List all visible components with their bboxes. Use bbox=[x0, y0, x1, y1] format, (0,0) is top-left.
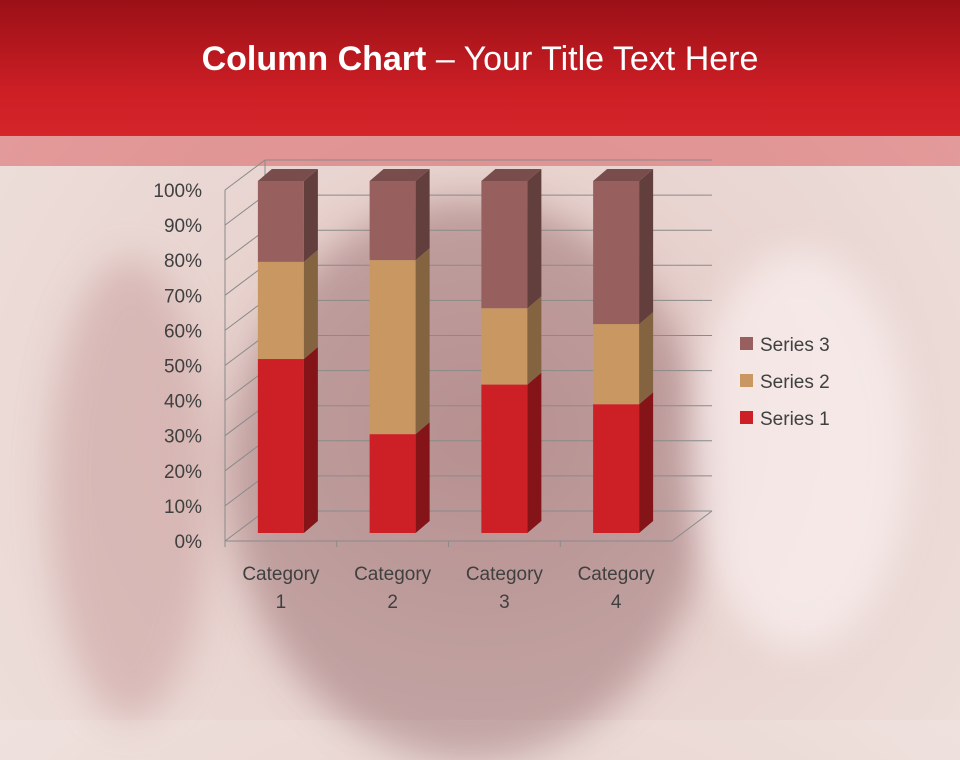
y-tick-label: 70% bbox=[164, 286, 202, 307]
bar-side bbox=[415, 248, 430, 435]
x-tick-label: Category bbox=[466, 564, 544, 585]
bar-series-2 bbox=[257, 261, 304, 360]
background-photo-shape bbox=[50, 260, 210, 720]
x-tick-label: 4 bbox=[611, 592, 622, 613]
bar-side bbox=[303, 347, 318, 533]
bar-series-1 bbox=[481, 384, 528, 533]
title-rest: – Your Title Text Here bbox=[426, 40, 759, 78]
bar-series-3 bbox=[593, 181, 640, 325]
bar-top bbox=[257, 169, 318, 181]
legend-label: Series 3 bbox=[760, 335, 830, 356]
bar-series-2 bbox=[593, 324, 640, 405]
bar-series-2 bbox=[369, 260, 416, 435]
bar-series-1 bbox=[369, 434, 416, 533]
legend-swatch bbox=[740, 374, 753, 387]
bar-side bbox=[415, 422, 430, 533]
column-chart: 0% 10% 20% 30% 40% 50% 60% 70% 80% 90% 100% Categor… bbox=[153, 159, 830, 613]
bar-side bbox=[415, 169, 430, 261]
bar-side bbox=[639, 312, 654, 405]
x-tick-label: 2 bbox=[387, 592, 398, 613]
x-tick-label: Category bbox=[578, 564, 656, 585]
y-tick-label: 40% bbox=[164, 392, 202, 413]
bar-side bbox=[303, 169, 318, 262]
y-tick-label: 50% bbox=[164, 357, 202, 378]
x-tick-label: 1 bbox=[276, 592, 287, 613]
bar-series-3 bbox=[369, 181, 416, 261]
floor-edge bbox=[225, 510, 713, 542]
legend-swatch bbox=[740, 337, 753, 350]
y-tick-label: 80% bbox=[164, 251, 202, 272]
bar-top bbox=[593, 169, 654, 181]
title-band bbox=[0, 136, 960, 166]
title-bold: Column Chart bbox=[201, 40, 427, 78]
x-tick-label: Category bbox=[242, 564, 320, 585]
legend-label: Series 2 bbox=[760, 372, 830, 393]
bar-side bbox=[639, 169, 654, 325]
bar-side bbox=[527, 296, 542, 385]
x-tick-label: 3 bbox=[499, 592, 510, 613]
bar-series-3 bbox=[257, 181, 304, 262]
legend-label: Series 1 bbox=[760, 409, 830, 430]
bar-top bbox=[481, 169, 542, 181]
gridline-side bbox=[224, 159, 266, 191]
bar-series-3 bbox=[481, 181, 528, 309]
legend-swatch bbox=[740, 411, 753, 424]
y-tick-label: 20% bbox=[164, 462, 202, 483]
y-tick-label: 60% bbox=[164, 321, 202, 342]
bar-series-1 bbox=[593, 404, 640, 533]
slide-title: Column Chart – Your Title Text Here bbox=[0, 40, 960, 79]
y-tick-label: 100% bbox=[153, 181, 202, 202]
bar-top bbox=[369, 169, 430, 181]
y-tick-label: 0% bbox=[175, 532, 203, 553]
bar-side bbox=[303, 249, 318, 360]
bar-series-1 bbox=[257, 359, 304, 533]
title-bar bbox=[0, 0, 960, 136]
x-tick-label: Category bbox=[354, 564, 432, 585]
y-tick-label: 90% bbox=[164, 216, 202, 237]
background-photo-shape bbox=[690, 250, 910, 650]
bar-side bbox=[527, 372, 542, 533]
bar-series-2 bbox=[481, 308, 528, 385]
bar-side bbox=[527, 169, 542, 309]
y-tick-label: 30% bbox=[164, 427, 202, 448]
y-tick-label: 10% bbox=[164, 497, 202, 518]
bar-side bbox=[639, 392, 654, 533]
